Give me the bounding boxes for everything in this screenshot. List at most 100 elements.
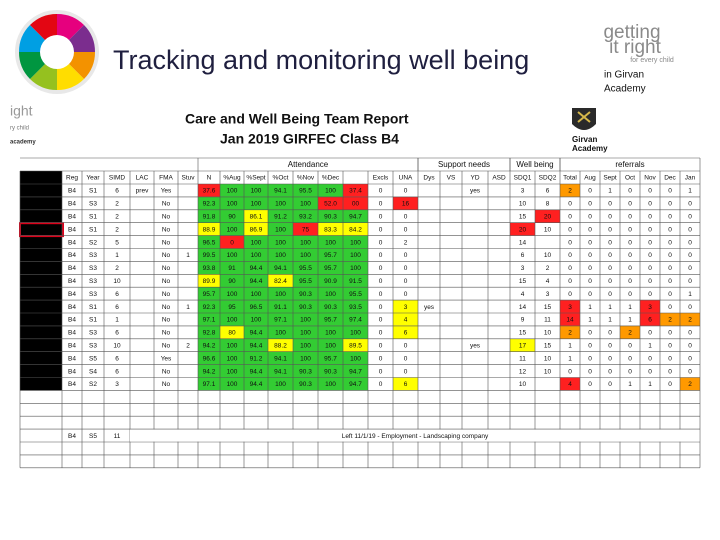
cell: 3 xyxy=(521,188,525,195)
cell: 1 xyxy=(588,304,592,311)
cell: 100 xyxy=(300,239,311,246)
cell-highlight xyxy=(268,377,293,391)
cell: 100 xyxy=(325,330,336,337)
cell: 94.1 xyxy=(274,368,287,375)
cell-highlight xyxy=(343,325,368,339)
cell: 0 xyxy=(628,278,632,285)
cell: 8 xyxy=(546,201,550,208)
cell: 0 xyxy=(648,188,652,195)
cell: S5 xyxy=(89,355,97,362)
cell-highlight xyxy=(244,222,268,236)
school-text: Academy xyxy=(604,84,646,95)
cell: 11 xyxy=(114,433,121,440)
cell-highlight xyxy=(680,313,700,326)
cell: 0 xyxy=(688,226,692,233)
cell: 0 xyxy=(648,368,652,375)
cell-highlight xyxy=(198,209,220,223)
cell: 0 xyxy=(568,239,572,246)
cell: 100 xyxy=(251,291,262,298)
cell: 0 xyxy=(668,330,672,337)
cell: 0 xyxy=(688,265,692,272)
cell: 97.1 xyxy=(203,381,216,388)
column-header: YD xyxy=(470,175,479,182)
cell-highlight xyxy=(318,300,343,313)
cell-highlight xyxy=(244,248,268,262)
cell: B4 xyxy=(68,188,76,195)
cell-highlight xyxy=(198,261,220,275)
cell: 95.7 xyxy=(324,265,337,272)
cell: 90.3 xyxy=(299,304,312,311)
cell-highlight xyxy=(318,274,343,288)
wheel-logo xyxy=(15,10,99,94)
cell: 89.5 xyxy=(349,342,362,349)
cell-highlight xyxy=(244,196,268,210)
column-header: Aug xyxy=(584,175,596,182)
cell: 0 xyxy=(379,201,383,208)
cell-highlight xyxy=(343,338,368,352)
cell-highlight xyxy=(293,184,318,197)
cell: 0 xyxy=(688,304,692,311)
cell: No xyxy=(162,265,171,272)
cell: 4 xyxy=(568,381,572,388)
cell-highlight xyxy=(510,338,535,352)
cell: 0 xyxy=(608,381,612,388)
cell: 0 xyxy=(568,291,572,298)
cell-highlight xyxy=(343,364,368,378)
cell: 0 xyxy=(404,188,408,195)
cell: 11 xyxy=(519,355,526,362)
cell-highlight xyxy=(268,287,293,301)
cell-highlight xyxy=(198,300,220,313)
cell-highlight xyxy=(220,248,244,262)
cell-highlight xyxy=(268,338,293,352)
cell: 80 xyxy=(228,330,236,337)
cell: 0 xyxy=(404,252,408,259)
cell: 0 xyxy=(688,252,692,259)
cell: 11 xyxy=(544,317,551,324)
cell: B4 xyxy=(68,201,76,208)
logo-text: for every child xyxy=(630,57,674,64)
cell-highlight xyxy=(268,209,293,223)
cell: 83.3 xyxy=(324,226,337,233)
cell: 1 xyxy=(608,317,612,324)
cell: 15 xyxy=(544,342,552,349)
cell-highlight xyxy=(560,325,580,339)
cell: 6 xyxy=(115,330,119,337)
cell-highlight xyxy=(244,364,268,378)
cell-highlight xyxy=(343,300,368,313)
cell: 10 xyxy=(544,330,552,337)
cell-highlight xyxy=(293,313,318,326)
cell: 88.2 xyxy=(274,342,287,349)
cell: 0 xyxy=(608,330,612,337)
cell: 00 xyxy=(352,201,360,208)
cell: S1 xyxy=(89,188,97,195)
logo-text: it right xyxy=(609,37,661,58)
cell: 0 xyxy=(648,355,652,362)
cell: 15 xyxy=(519,213,527,220)
cell-highlight xyxy=(343,351,368,365)
cell: 6 xyxy=(404,381,408,388)
cell: 95.7 xyxy=(203,291,216,298)
cell: 91.1 xyxy=(274,304,287,311)
cell-highlight xyxy=(244,377,268,391)
cell: 90.3 xyxy=(299,381,312,388)
cell: 6 xyxy=(648,317,652,324)
cell-highlight xyxy=(198,364,220,378)
cell-highlight xyxy=(220,196,244,210)
cell-highlight xyxy=(343,196,368,210)
cell-highlight xyxy=(220,287,244,301)
column-header: %Oct xyxy=(273,175,289,182)
cell: 0 xyxy=(648,226,652,233)
cell-highlight xyxy=(393,313,418,326)
cell: 0 xyxy=(588,226,592,233)
cell: 91.5 xyxy=(349,278,362,285)
cell: 91.8 xyxy=(203,213,216,220)
cell: 100 xyxy=(325,342,336,349)
cell: S3 xyxy=(89,342,97,349)
cell-highlight xyxy=(268,222,293,236)
cell: 0 xyxy=(668,304,672,311)
cell: 94.4 xyxy=(250,278,263,285)
cell-highlight xyxy=(244,261,268,275)
cell: B4 xyxy=(68,304,76,311)
cell: S3 xyxy=(89,265,97,272)
cell-highlight xyxy=(293,364,318,378)
